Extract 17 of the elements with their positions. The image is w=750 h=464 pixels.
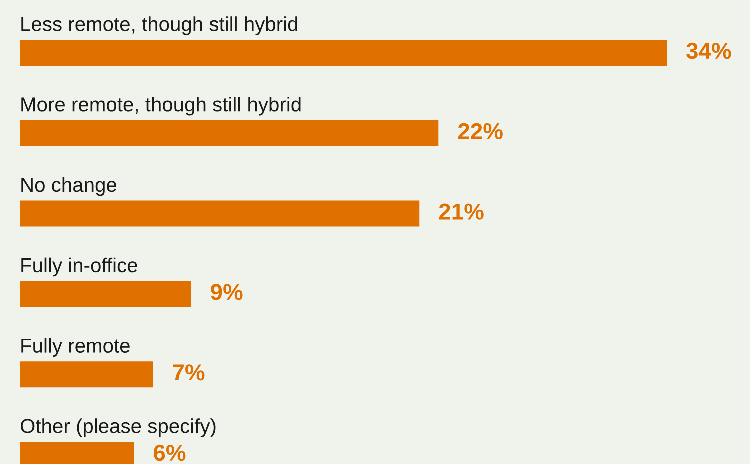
data-label: 7% <box>173 364 205 381</box>
data-label: 22% <box>458 123 503 140</box>
bar <box>20 281 192 308</box>
data-label: 21% <box>439 204 484 220</box>
bar <box>20 362 154 388</box>
bar <box>20 200 420 227</box>
y-tick-label: Fully remote <box>22 338 130 357</box>
bar <box>20 120 439 146</box>
y-tick-label: More remote, though still hybrid <box>22 97 301 116</box>
data-label: 9% <box>211 284 243 300</box>
y-tick-label: Other (please specify) <box>20 418 216 438</box>
data-label: 34% <box>686 42 732 60</box>
y-tick-label: Fully in-office <box>22 258 138 277</box>
y-tick-label: Less remote, though still hybrid <box>22 16 298 36</box>
bar <box>20 40 667 66</box>
data-label: 6% <box>154 444 186 462</box>
y-tick-label: No change <box>22 177 117 196</box>
